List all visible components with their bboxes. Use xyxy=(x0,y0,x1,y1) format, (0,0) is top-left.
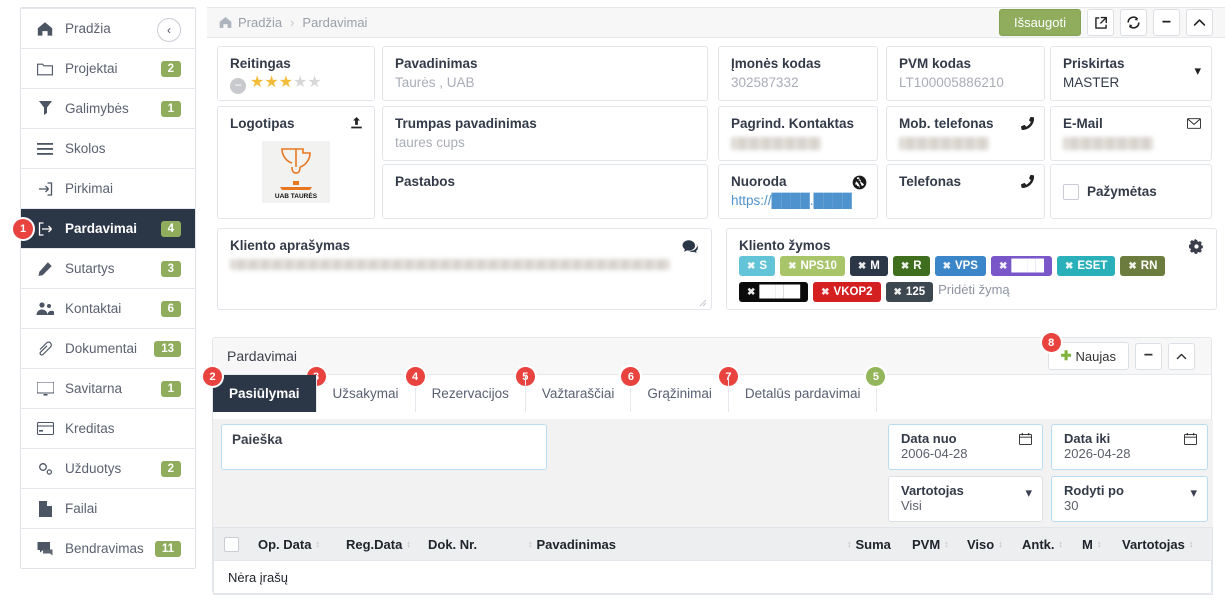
svg-text:UAB TAURĖS: UAB TAURĖS xyxy=(275,192,318,200)
